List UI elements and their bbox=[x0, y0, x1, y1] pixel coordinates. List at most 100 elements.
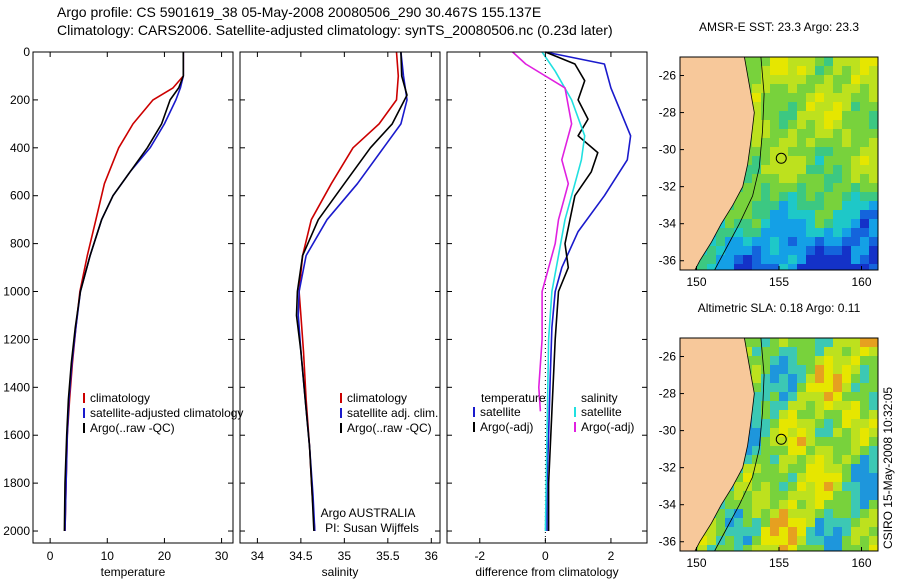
map-cell bbox=[860, 491, 870, 501]
map-cell bbox=[806, 57, 816, 67]
map-cell bbox=[761, 129, 771, 139]
map-cell bbox=[824, 410, 834, 420]
map-cell bbox=[869, 455, 878, 465]
map-cell bbox=[788, 356, 798, 366]
map-cell bbox=[833, 147, 843, 157]
map-cell bbox=[752, 500, 762, 510]
map-cell bbox=[842, 111, 852, 121]
map-cell bbox=[788, 93, 798, 103]
map-cell bbox=[842, 455, 852, 465]
map-cell bbox=[779, 374, 789, 384]
map-cell bbox=[815, 255, 825, 265]
map-cell bbox=[824, 201, 834, 211]
x-tick-label: 30 bbox=[215, 549, 229, 563]
y-tick-label: 200 bbox=[10, 93, 30, 107]
map-cell bbox=[779, 246, 789, 256]
map-cell bbox=[761, 464, 771, 474]
map-cell bbox=[788, 246, 798, 256]
map-cell bbox=[779, 57, 789, 67]
map-cell bbox=[824, 210, 834, 220]
map-cell bbox=[851, 147, 861, 157]
map-cell bbox=[752, 111, 762, 121]
map-cell bbox=[752, 264, 762, 270]
map-cell bbox=[779, 347, 789, 357]
map-cell bbox=[815, 84, 825, 94]
map-cell bbox=[851, 437, 861, 447]
map-cell bbox=[833, 102, 843, 112]
map-cell bbox=[806, 84, 816, 94]
map-cell bbox=[743, 338, 753, 348]
map-cell bbox=[797, 120, 807, 130]
map-cell bbox=[761, 75, 771, 85]
map-cell bbox=[860, 500, 870, 510]
map-cell bbox=[797, 84, 807, 94]
map-cell bbox=[860, 338, 870, 348]
map-cell bbox=[824, 374, 834, 384]
map-cell bbox=[761, 419, 771, 429]
map-cell bbox=[806, 473, 816, 483]
map-cell bbox=[797, 401, 807, 411]
map-cell bbox=[860, 75, 870, 85]
map-cell bbox=[842, 383, 852, 393]
map-cell bbox=[797, 410, 807, 420]
map-cell bbox=[725, 536, 735, 546]
map-cell bbox=[779, 401, 789, 411]
map-cell bbox=[851, 228, 861, 238]
map-cell bbox=[842, 446, 852, 456]
map-cell bbox=[806, 147, 816, 157]
map-cell bbox=[806, 446, 816, 456]
map-cell bbox=[824, 255, 834, 265]
map-cell bbox=[788, 338, 798, 348]
y-tick-label: -30 bbox=[659, 143, 677, 157]
y-tick-label: 1000 bbox=[3, 285, 30, 299]
map-cell bbox=[842, 147, 852, 157]
map-cell bbox=[842, 536, 852, 546]
map-cell bbox=[833, 84, 843, 94]
map-cell bbox=[842, 255, 852, 265]
map-cell bbox=[851, 129, 861, 139]
legend-heading: salinity bbox=[581, 391, 618, 405]
map-cell bbox=[860, 228, 870, 238]
map-cell bbox=[833, 347, 843, 357]
map-cell bbox=[797, 527, 807, 537]
map-cell bbox=[743, 347, 753, 357]
y-tick-label: -30 bbox=[659, 424, 677, 438]
map-cell bbox=[860, 264, 870, 270]
map-cell bbox=[788, 455, 798, 465]
map-cell bbox=[842, 419, 852, 429]
map-cell bbox=[842, 473, 852, 483]
map-cell bbox=[770, 401, 780, 411]
map-title: Altimetric SLA: 0.18 Argo: 0.11 bbox=[698, 301, 861, 315]
map-cell bbox=[770, 500, 780, 510]
map-cell bbox=[797, 482, 807, 492]
map-cell bbox=[770, 536, 780, 546]
map-cell bbox=[770, 102, 780, 112]
map-cell bbox=[761, 66, 771, 76]
map-cell bbox=[815, 219, 825, 229]
map-cell bbox=[806, 536, 816, 546]
map-cell bbox=[761, 356, 771, 366]
map-cell bbox=[770, 57, 780, 67]
map-cell bbox=[788, 255, 798, 265]
map-cell bbox=[833, 111, 843, 121]
map-cell bbox=[869, 392, 878, 402]
map-cell bbox=[779, 509, 789, 519]
map-cell bbox=[833, 246, 843, 256]
map-cell bbox=[806, 437, 816, 447]
map-cell bbox=[779, 120, 789, 130]
map-cell bbox=[869, 219, 878, 229]
map-cell bbox=[806, 482, 816, 492]
map-cell bbox=[833, 228, 843, 238]
map-cell bbox=[770, 237, 780, 247]
map-cell bbox=[788, 410, 798, 420]
map-cell bbox=[833, 374, 843, 384]
map-cell bbox=[833, 255, 843, 265]
map-cell bbox=[779, 237, 789, 247]
map-cell bbox=[833, 464, 843, 474]
map-cell bbox=[806, 509, 816, 519]
map-cell bbox=[869, 428, 878, 438]
map-cell bbox=[743, 219, 753, 229]
map-cell bbox=[770, 437, 780, 447]
map-cell bbox=[860, 419, 870, 429]
map-cell bbox=[824, 536, 834, 546]
